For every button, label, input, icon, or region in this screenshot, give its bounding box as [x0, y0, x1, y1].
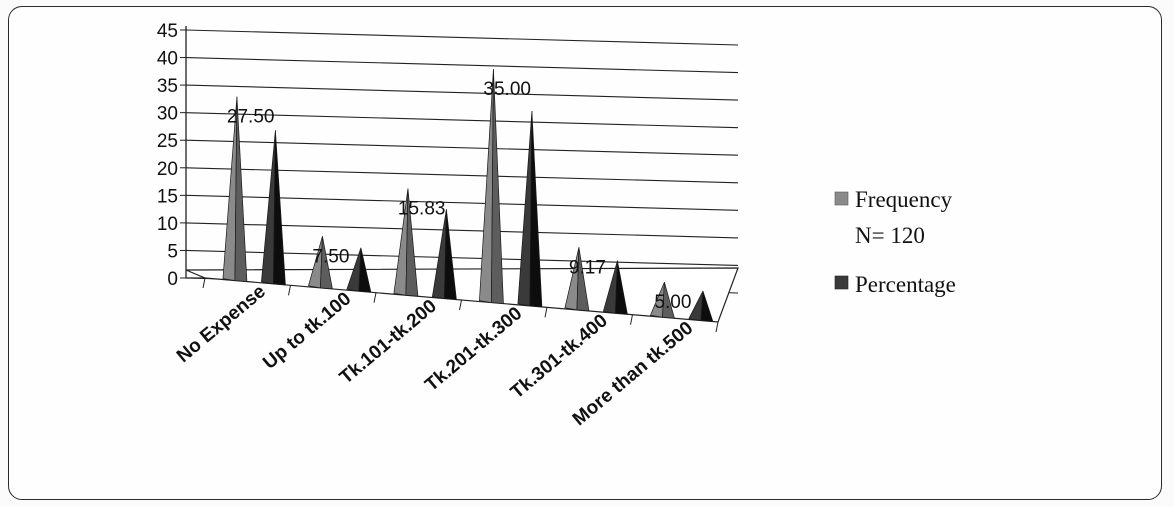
legend-label-frequency-n: N= 120	[855, 223, 925, 248]
pyramid-frequency	[649, 282, 675, 319]
y-tick-label: 45	[157, 21, 178, 42]
pyramid-left-face	[479, 69, 494, 303]
pyramid-percentage	[261, 130, 286, 286]
pyramid-left-face	[431, 209, 447, 299]
pyramid-right-face	[529, 110, 543, 308]
legend-label-percentage: Percentage	[855, 272, 956, 297]
y-tick-label: 10	[157, 214, 178, 235]
y-tick-label: 25	[157, 131, 178, 152]
pyramid-right-face	[444, 209, 457, 300]
gridline	[185, 29, 739, 46]
pyramid-frequency	[307, 236, 333, 290]
pyramid-percentage	[431, 209, 457, 300]
pyramid-right-face	[273, 130, 286, 286]
category-label: Tk.301-tk.400	[507, 310, 612, 403]
legend-swatch-percentage	[834, 275, 849, 290]
data-label: 35.00	[483, 79, 531, 100]
x-tick-mark	[202, 277, 206, 289]
pyramid-frequency	[564, 247, 590, 312]
pyramid-frequency	[393, 188, 419, 297]
pyramid-right-face	[615, 260, 628, 315]
category-label: No Expense	[173, 281, 270, 367]
pyramid-right-face	[576, 247, 590, 312]
gridline	[185, 112, 739, 129]
pyramid-right-face	[320, 236, 333, 290]
legend-label-frequency: Frequency	[855, 187, 953, 212]
category-label: Tk.101-tk.200	[336, 296, 441, 389]
x-tick-mark	[715, 321, 719, 333]
y-tick-label: 15	[157, 186, 178, 207]
data-label: 15.83	[398, 199, 446, 220]
pyramid-percentage	[602, 260, 628, 315]
y-tick-label: 35	[157, 76, 178, 97]
x-tick-mark	[373, 292, 377, 303]
pyramid-percentage	[688, 290, 714, 322]
legend: Frequency N= 120 Percentage	[834, 187, 956, 297]
y-tick-label: 20	[157, 159, 178, 180]
y-tick-label: 5	[167, 241, 178, 262]
data-label: 5.00	[654, 292, 691, 313]
y-tick-label: 30	[157, 104, 178, 125]
pyramid-left-face	[517, 110, 533, 307]
pyramid-percentage	[517, 110, 543, 308]
y-tick-label: 0	[167, 269, 178, 290]
gridline	[185, 84, 739, 101]
pyramid-left-face	[261, 130, 276, 285]
pyramid-right-face	[405, 188, 419, 297]
pyramid-percentage	[346, 247, 372, 293]
pyramid-frequency	[222, 96, 248, 282]
x-tick-mark	[288, 285, 291, 296]
category-label: Tk.201-tk.300	[421, 303, 526, 396]
pyramid-right-face	[491, 69, 504, 304]
pyramid-right-face	[358, 247, 372, 293]
gridline	[185, 57, 739, 74]
x-tick-mark	[459, 299, 462, 311]
x-tick-mark	[630, 314, 633, 325]
y-tick-label: 40	[157, 49, 178, 70]
data-label: 7.50	[312, 246, 349, 267]
gridline	[185, 167, 739, 184]
data-label: 27.50	[227, 107, 275, 128]
pyramid-right-face	[700, 290, 714, 322]
x-tick-mark	[544, 307, 548, 318]
chart-frame	[8, 6, 1162, 500]
pyramid-right-face	[662, 282, 675, 319]
legend-swatch-frequency	[834, 191, 849, 206]
gridline	[185, 139, 739, 156]
pyramid-frequency	[479, 69, 504, 304]
pyramid-right-face	[234, 96, 248, 282]
category-label: Up to tk.100	[259, 288, 355, 373]
data-label: 9.17	[569, 257, 606, 278]
